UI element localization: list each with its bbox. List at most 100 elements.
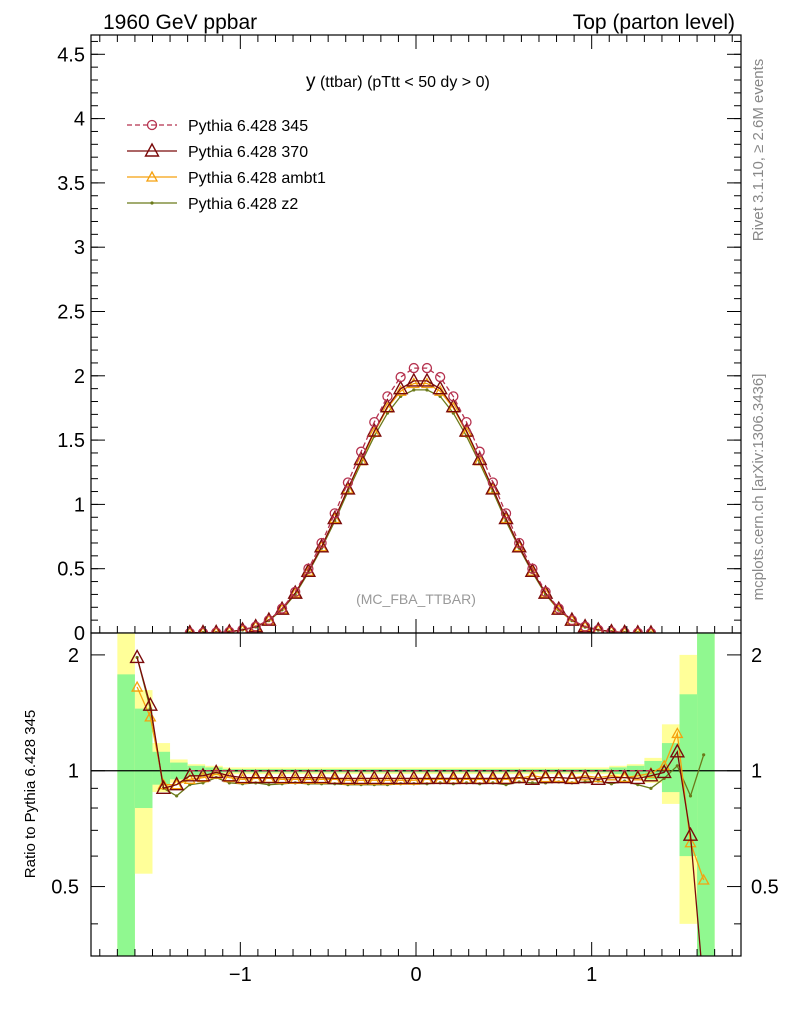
y-tick-label: 4: [74, 109, 85, 131]
data-point: [553, 603, 564, 614]
ratio-ylabel: Ratio to Pythia 6.428 345: [22, 710, 39, 878]
legend-marker: [144, 142, 160, 157]
data-point: [198, 624, 208, 633]
ratio-y-tick-label: 2: [68, 645, 79, 667]
ratio-y-tick-label: 1: [68, 761, 79, 783]
header-right: Top (parton level): [573, 11, 735, 34]
ratio-point: [537, 769, 554, 784]
data-point: [474, 446, 485, 457]
ratio-point: [287, 769, 303, 784]
ratio-point: [603, 769, 620, 784]
ratio-point: [697, 873, 710, 885]
data-point: [406, 372, 422, 387]
y-tick-label: 3.5: [57, 173, 85, 195]
y-tick-label: 3: [74, 237, 85, 259]
data-point: [355, 446, 367, 457]
main-panel: 0 0.5 1 1.5 2 2.5 3 3.5 4 4.5 y (ttbar) (pTtt < 5…: [57, 34, 742, 645]
band-green: [679, 694, 698, 857]
ratio-point: [144, 710, 157, 722]
ratio-point: [671, 727, 684, 739]
legend-marker: [145, 170, 159, 182]
data-point: [263, 614, 275, 626]
ratio-point: [643, 767, 659, 782]
data-point: [289, 586, 302, 598]
ratio-point: [697, 983, 710, 995]
ratio-point: [407, 773, 420, 785]
ratio-point: [472, 769, 488, 785]
ratio-point: [183, 772, 196, 784]
data-point: [237, 624, 248, 633]
legend-marker: [150, 201, 154, 205]
ratio-point: [267, 783, 271, 787]
data-point: [419, 372, 435, 387]
ratio-point: [498, 769, 514, 785]
ratio-y-tick-label-right: 1: [751, 761, 762, 783]
data-point: [537, 584, 554, 599]
data-point: [408, 362, 419, 374]
ratio-point: [577, 769, 593, 784]
ratio-point: [275, 772, 289, 784]
legend-marker: [146, 119, 158, 131]
data-point: [633, 624, 643, 633]
data-point: [619, 624, 630, 633]
data-point: [514, 537, 525, 549]
ratio-point: [354, 773, 368, 785]
data-point: [432, 380, 448, 395]
ratio-point: [315, 772, 328, 784]
data-point: [485, 480, 501, 495]
ratio-point: [458, 769, 475, 785]
ratio-point: [340, 769, 356, 785]
rivet-label: Rivet 3.1.10, ≥ 2.6M events: [750, 59, 767, 242]
x-ticks: −1 0 1: [99, 35, 733, 986]
ratio-point: [223, 771, 236, 783]
ratio-point: [658, 759, 671, 771]
legend: Pythia 6.428 345 Pythia 6.428 370 Pythia 6…: [127, 118, 326, 213]
data-point: [342, 477, 354, 488]
ratio-point: [353, 769, 369, 785]
data-point: [425, 388, 429, 392]
data-point: [445, 398, 462, 413]
ratio-y-ticks: 0.5 0.5 1 1 2 2: [51, 645, 779, 925]
ratio-point: [221, 767, 238, 782]
ratio-point: [432, 769, 448, 785]
ratio-point: [368, 773, 381, 785]
ratio-point: [170, 778, 183, 790]
ratio-line: [136, 657, 702, 956]
ratio-point: [649, 786, 653, 790]
data-point: [287, 584, 303, 599]
ratio-point: [379, 769, 396, 785]
ratio-point: [175, 794, 179, 798]
ratio-point: [142, 696, 158, 711]
data-point: [250, 621, 261, 632]
data-point: [606, 626, 617, 633]
ratio-point: [702, 753, 706, 757]
plot-title: y (ttbar) (pTtt < 50 dy > 0): [306, 71, 490, 92]
ratio-y-tick-label-right: 2: [751, 645, 762, 667]
ratio-point: [392, 769, 409, 785]
ratio-point: [289, 772, 302, 784]
ratio-point: [669, 743, 685, 758]
ratio-point: [274, 769, 290, 784]
y-tick-label: 2: [74, 366, 85, 388]
data-point: [302, 564, 315, 576]
data-point: [435, 371, 446, 383]
ratio-panel: 0.5 0.5 1 1 2 2 −1 0 1 Ratio to Pythia 6.428 34…: [22, 35, 779, 995]
data-point: [593, 624, 604, 633]
ratio-point: [485, 769, 501, 785]
ratio-point: [366, 769, 382, 785]
ratio-point: [168, 776, 185, 791]
ratio-point: [313, 769, 330, 784]
ratio-point: [675, 764, 679, 768]
data-point: [524, 562, 541, 577]
ratio-point: [327, 769, 343, 785]
plot-title-main: y: [306, 71, 316, 92]
y-tick-label: 1: [74, 494, 85, 516]
data-point: [224, 626, 235, 633]
ratio-y-tick-label: 0.5: [51, 877, 79, 899]
ratio-point: [236, 772, 249, 784]
legend-label: Pythia 6.428 345: [188, 118, 308, 135]
x-tick-label: −1: [229, 964, 252, 986]
data-point: [303, 563, 314, 574]
ratio-point: [129, 648, 145, 664]
